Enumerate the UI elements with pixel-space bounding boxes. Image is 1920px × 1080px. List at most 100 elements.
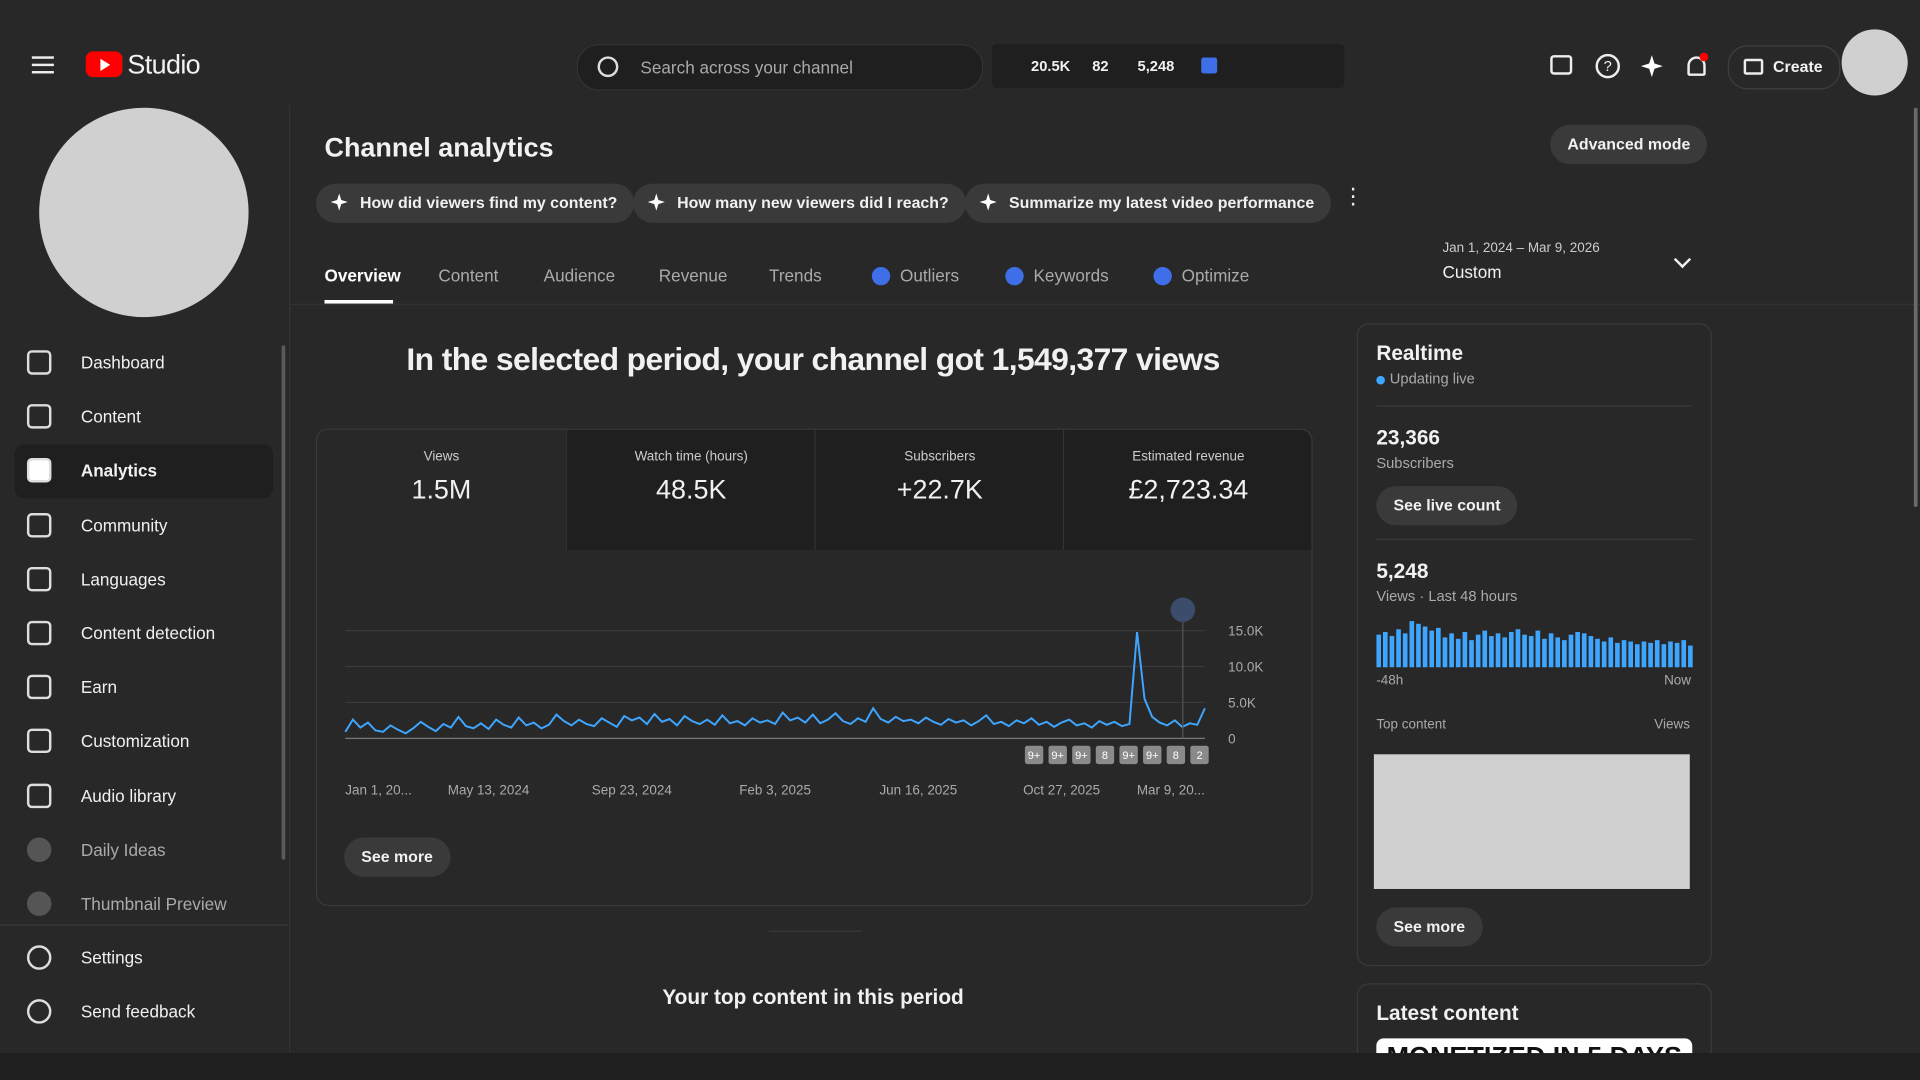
nav-icon[interactable] [26,891,52,916]
metric-tab[interactable]: Estimated revenue £2,723.34 [1062,429,1312,550]
tab[interactable]: Trends [768,265,822,286]
marker-icon[interactable] [1170,597,1196,623]
video-badge[interactable] [1024,745,1044,765]
nav-icon[interactable] [26,350,52,375]
date-mode[interactable]: Custom [1442,262,1502,282]
prompt-chip[interactable]: How many new viewers did I reach? [633,183,966,223]
nav-icon[interactable] [26,729,52,754]
nav-item[interactable]: Earn [80,677,118,697]
metric-tab[interactable]: Watch time (hours) 48.5K [565,429,816,550]
see-more-button[interactable]: See more [1376,907,1483,947]
see-more-button[interactable]: See more [344,837,451,877]
realtime-bar [1581,633,1587,668]
x-tick-label: Mar 9, 20... [1137,783,1205,798]
metric-value: +22.7K [896,473,983,505]
nav-item[interactable]: Thumbnail Preview [80,893,227,914]
nav-icon[interactable] [26,783,52,808]
x-tick-label: Sep 23, 2024 [592,783,673,798]
ai-icon[interactable] [1640,55,1663,78]
tab[interactable]: Outliers [900,265,960,286]
realtime-bar [1469,640,1474,668]
date-dropdown[interactable] [1673,250,1692,269]
vidiq-badge [1153,266,1172,286]
nav-item[interactable]: Send feedback [80,1001,196,1022]
video-badge[interactable] [1143,745,1162,765]
nav-item[interactable]: Daily Ideas [80,839,166,860]
tab-indicator [324,300,394,304]
realtime-card: Realtime Updating live 23,366 Subscriber… [1356,323,1712,967]
nav-icon[interactable] [26,945,52,970]
search-box[interactable]: Search across your channel [576,44,984,91]
tab[interactable]: Audience [543,265,616,286]
tab[interactable]: Optimize [1181,265,1250,286]
create-button[interactable]: Create [1727,45,1841,90]
realtime-bar [1654,640,1660,668]
tab[interactable]: Revenue [658,265,728,286]
nav-item[interactable]: Content detection [80,623,216,643]
search-icon [597,56,619,78]
metric-value: £2,723.34 [1128,473,1249,505]
nav-item[interactable]: Content [80,406,141,427]
realtime-bar [1628,641,1634,668]
date-range[interactable]: Jan 1, 2024 – Mar 9, 2026 [1442,241,1600,256]
realtime-bar [1528,636,1534,668]
advanced-mode-button[interactable]: Advanced mode [1550,124,1708,165]
video-badge-label: 9+ [1146,750,1159,762]
prompt-chip[interactable]: How did viewers find my content? [315,183,635,223]
more-menu[interactable]: ⋮ [1342,183,1365,209]
video-badge[interactable] [1095,745,1115,765]
nav-item[interactable]: Dashboard [80,352,165,373]
nav-item[interactable]: Customization [80,731,190,752]
realtime-bar [1601,641,1607,668]
nav-icon[interactable] [26,566,52,592]
top-content-placeholder [1373,754,1690,889]
nav-icon[interactable] [26,674,52,700]
metric-tab[interactable]: Views 1.5M [317,429,566,550]
nav-item[interactable]: Languages [80,569,166,589]
video-badge[interactable] [1119,745,1138,765]
nav-item[interactable]: Audio library [80,785,177,806]
latest-content-title: Latest content [1376,1001,1519,1025]
nav-icon[interactable] [26,620,52,646]
realtime-bar [1661,644,1667,668]
nav-selected-bg [14,444,274,499]
realtime-bar [1555,637,1561,668]
channel-avatar[interactable] [39,107,249,318]
video-badge[interactable] [1072,745,1091,765]
realtime-bar [1568,634,1574,668]
notification-icon[interactable] [1687,52,1709,76]
feedback-icon[interactable] [1550,55,1573,75]
realtime-bar [1535,630,1541,668]
account-avatar[interactable] [1841,29,1908,96]
tab[interactable]: Keywords [1033,265,1109,286]
video-badge[interactable] [1048,745,1067,765]
video-badge[interactable] [1166,745,1186,765]
realtime-bar [1508,631,1514,668]
stats-bar[interactable]: 20.5K 82 5,248 [991,44,1345,89]
divider [768,930,863,932]
realtime-bar [1436,627,1441,668]
tab[interactable]: Content [438,265,499,286]
nav-icon[interactable] [26,999,52,1024]
menu-button[interactable] [31,56,54,74]
prompt-chip[interactable]: Summarize my latest video performance [964,183,1332,223]
nav-item[interactable]: Settings [80,947,143,968]
live-count-button[interactable]: See live count [1376,486,1518,526]
realtime-status: Updating live [1389,369,1475,387]
nav-icon[interactable] [26,512,52,538]
nav-item[interactable]: Analytics [80,460,158,481]
realtime-bar [1668,641,1673,668]
video-badge[interactable] [1190,745,1209,765]
metric-tab[interactable]: Subscribers +22.7K [814,429,1065,550]
nav-item[interactable]: Community [80,515,168,535]
nav-icon[interactable] [26,404,52,429]
help-icon[interactable]: ? [1595,53,1621,79]
tab[interactable]: Overview [324,265,401,286]
realtime-bar [1475,634,1481,668]
realtime-bar [1389,636,1395,668]
tabs-divider [290,303,1920,305]
nav-icon[interactable] [26,458,52,483]
nav-icon[interactable] [26,837,52,862]
